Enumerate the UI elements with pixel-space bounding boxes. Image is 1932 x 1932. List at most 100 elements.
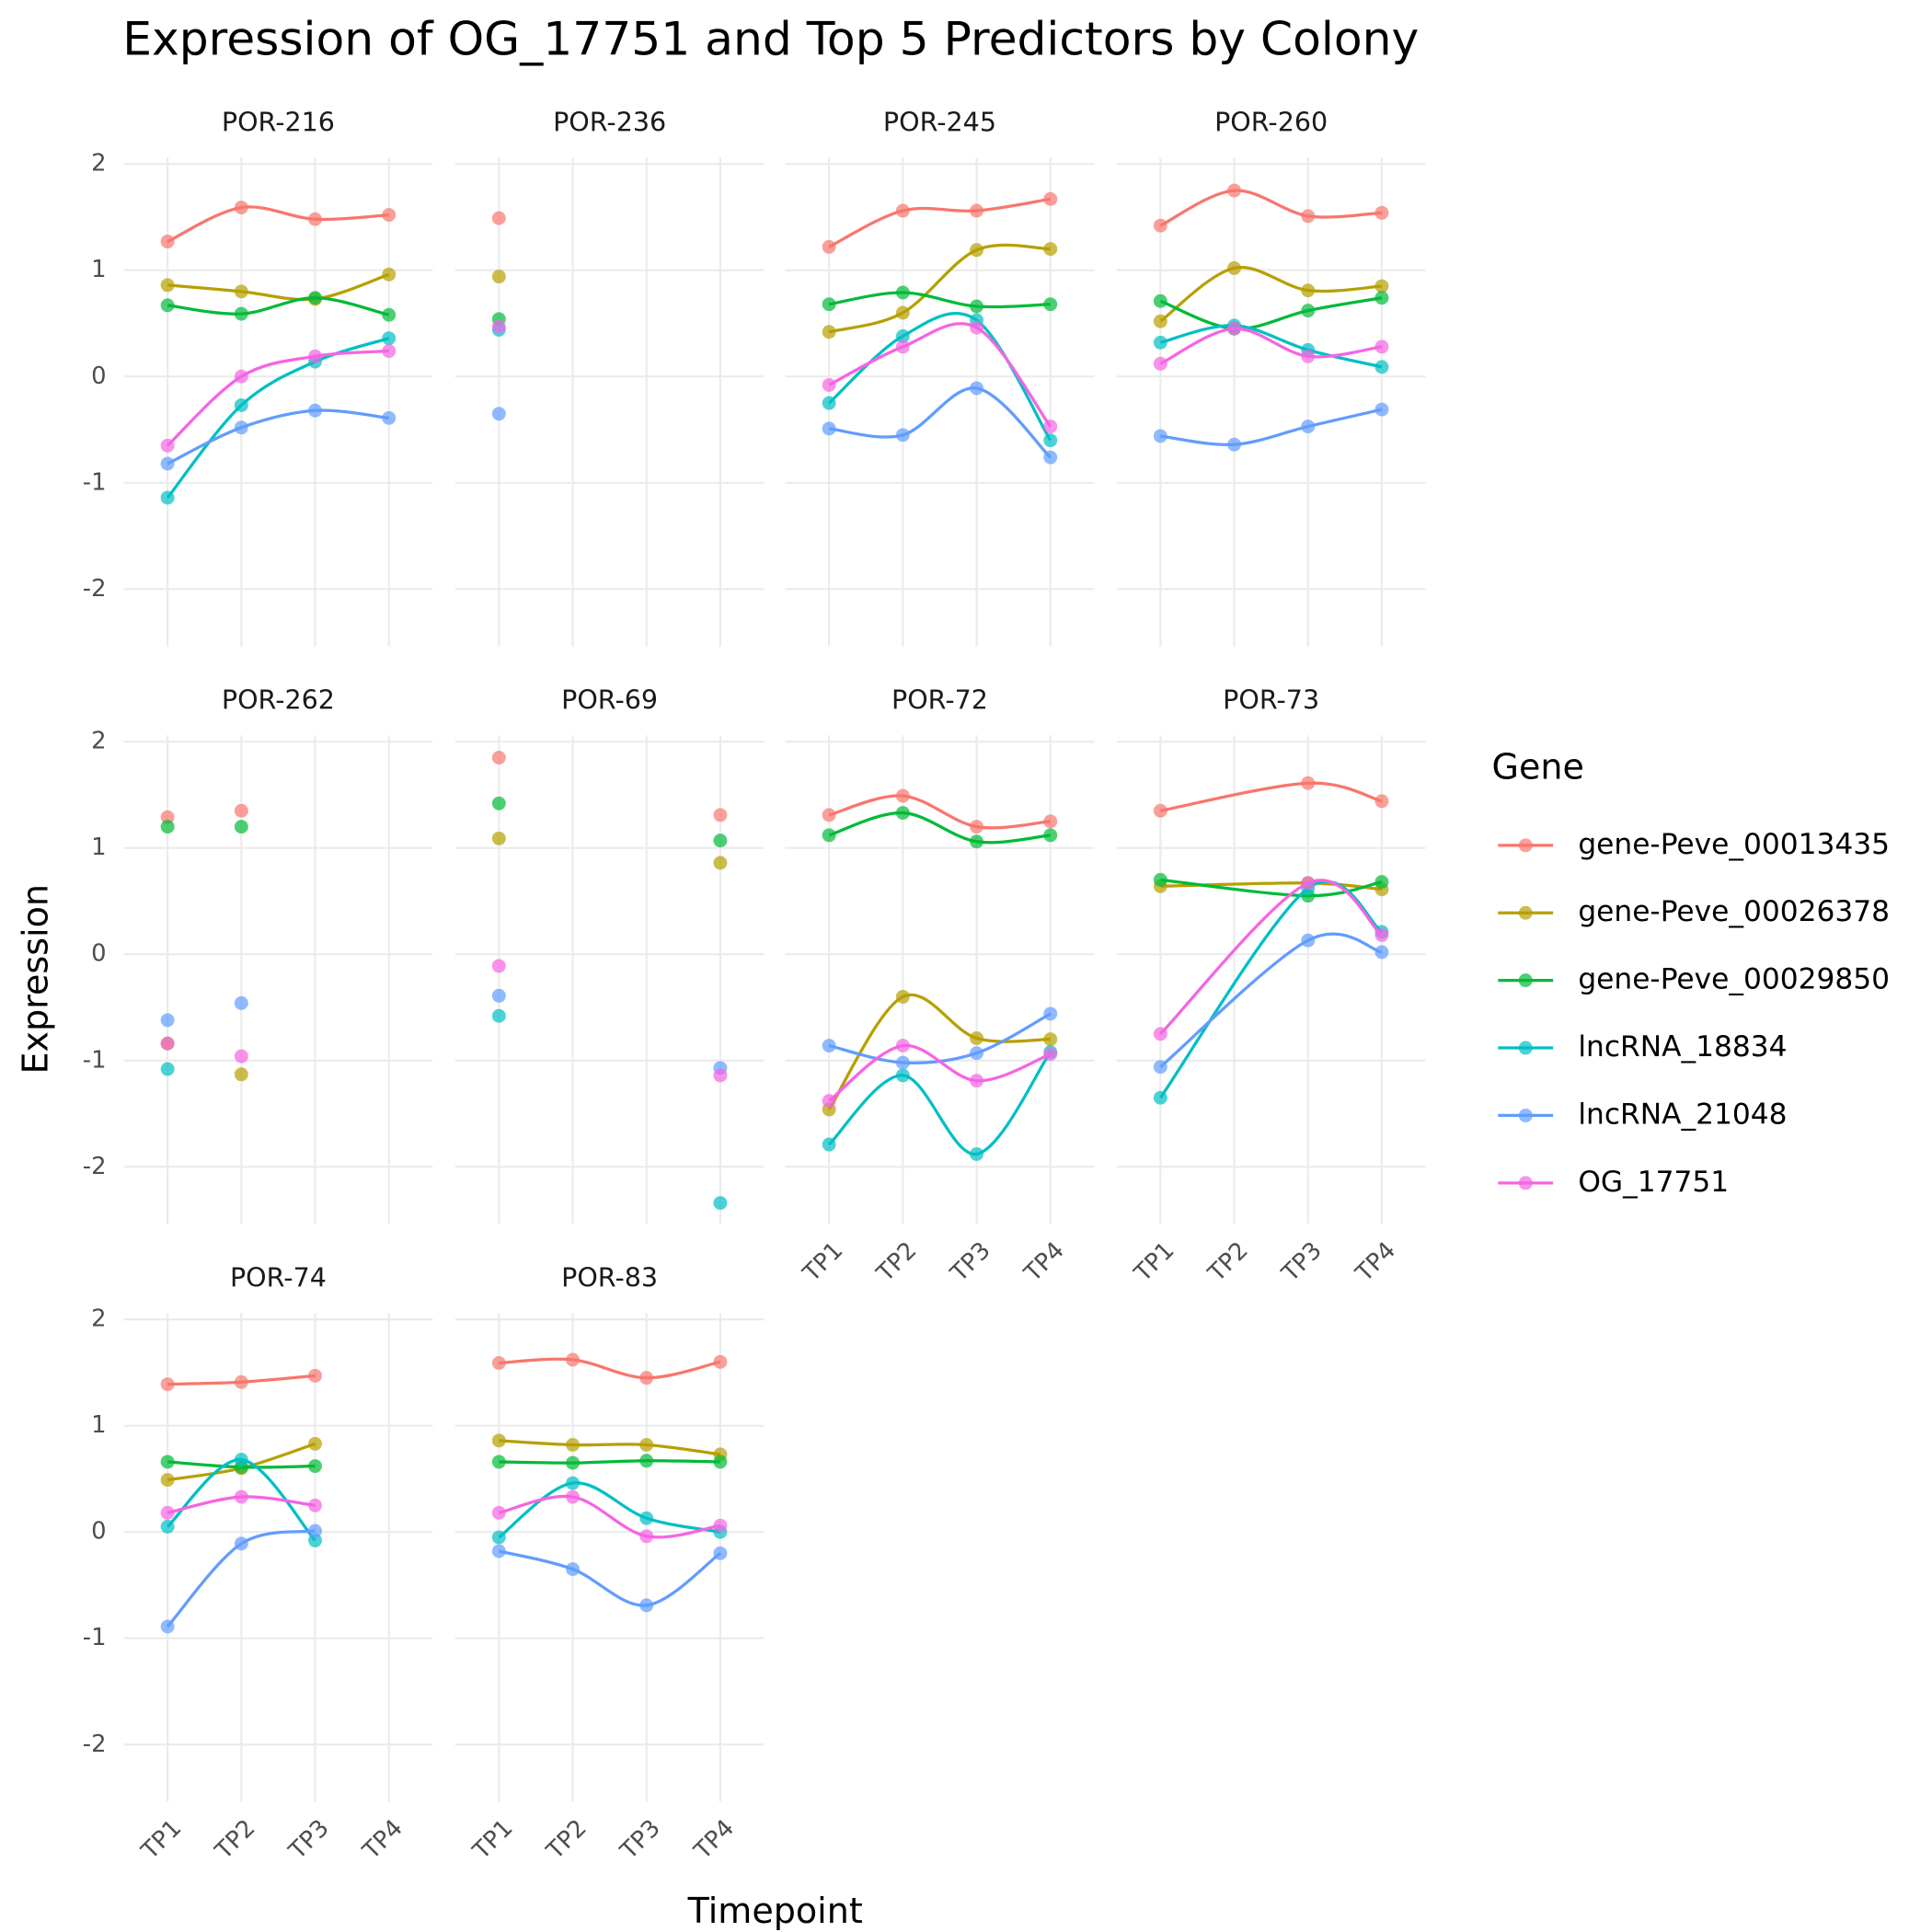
- x-tick-label: TP3: [1276, 1236, 1328, 1288]
- data-point: [160, 810, 175, 824]
- legend-label: gene-Peve_00029850: [1578, 963, 1890, 996]
- data-point: [895, 328, 910, 343]
- facet-title: POR-262: [222, 685, 335, 716]
- data-point: [970, 1031, 984, 1045]
- y-tick-label: -2: [83, 1153, 107, 1180]
- data-point: [160, 278, 175, 293]
- data-point: [491, 211, 506, 225]
- data-point: [895, 339, 910, 354]
- data-point: [970, 1146, 984, 1161]
- data-point: [1374, 205, 1389, 220]
- facet-title: POR-216: [222, 108, 335, 138]
- facet-panel: POR-236: [454, 108, 765, 647]
- data-point: [639, 1371, 654, 1386]
- data-point: [895, 1068, 910, 1083]
- data-point: [822, 1039, 836, 1053]
- facet-panel: POR-216 -2 -1 0 1 2: [83, 108, 433, 647]
- y-tick-label: 1: [91, 1411, 106, 1439]
- data-point: [713, 1068, 728, 1083]
- data-point: [713, 1546, 728, 1560]
- data-point: [491, 1544, 506, 1558]
- data-point: [234, 1453, 248, 1467]
- series-line: [828, 1012, 1052, 1064]
- data-point: [1153, 293, 1167, 308]
- series-line: [1159, 327, 1383, 365]
- data-point: [491, 1433, 506, 1448]
- data-point: [1301, 304, 1316, 318]
- series-line: [499, 1459, 720, 1465]
- data-point: [160, 1473, 175, 1488]
- data-point: [160, 235, 175, 249]
- facet-title: POR-236: [553, 108, 666, 138]
- facet-panel: POR-69: [454, 685, 765, 1225]
- data-point: [1301, 876, 1316, 891]
- y-tick-label: 1: [91, 256, 106, 283]
- data-point: [1153, 218, 1167, 233]
- data-point: [822, 297, 836, 312]
- legend-label: OG_17751: [1578, 1166, 1729, 1199]
- data-point: [160, 1062, 175, 1076]
- data-point: [160, 298, 175, 313]
- series-line: [1160, 781, 1383, 812]
- data-point: [1043, 242, 1058, 257]
- data-point: [491, 1356, 506, 1370]
- data-point: [1043, 1006, 1058, 1021]
- data-point: [822, 239, 836, 254]
- data-point: [1374, 402, 1389, 417]
- data-point: [1374, 794, 1389, 809]
- data-point: [1153, 314, 1167, 328]
- series-line: [166, 337, 390, 499]
- data-point: [1153, 429, 1167, 443]
- series-line: [828, 291, 1051, 309]
- series-line: [1159, 932, 1383, 1068]
- facet-panel: POR-245: [785, 108, 1095, 647]
- data-point: [566, 1352, 580, 1367]
- series-line: [167, 296, 390, 316]
- data-point: [160, 1455, 175, 1469]
- series-line: [167, 408, 389, 466]
- series-line: [828, 311, 1052, 442]
- data-point: [234, 1374, 248, 1389]
- y-tick-label: -2: [83, 575, 107, 603]
- data-point: [234, 995, 248, 1010]
- data-point: [639, 1511, 654, 1525]
- data-point: [1043, 191, 1058, 206]
- y-tick-label: -1: [83, 468, 107, 496]
- data-point: [1043, 828, 1058, 843]
- data-point: [713, 1455, 728, 1469]
- data-point: [1153, 1060, 1167, 1075]
- data-point: [895, 788, 910, 803]
- x-tick-label: TP1: [467, 1814, 519, 1866]
- series-line: [167, 272, 390, 302]
- data-point: [491, 1505, 506, 1520]
- y-axis-title: Expression: [15, 884, 55, 1075]
- series-line: [1160, 408, 1383, 447]
- data-point: [1374, 875, 1389, 890]
- data-point: [491, 407, 506, 421]
- data-point: [234, 306, 248, 321]
- data-point: [822, 378, 836, 392]
- legend-key-point: [1518, 973, 1533, 988]
- series-line: [828, 794, 1051, 830]
- x-tick-label: TP3: [945, 1236, 996, 1288]
- data-point: [491, 1008, 506, 1023]
- legend-label: lncRNA_21048: [1578, 1098, 1787, 1131]
- data-point: [1301, 283, 1316, 298]
- data-point: [1153, 335, 1167, 350]
- data-point: [970, 381, 984, 396]
- data-point: [970, 820, 984, 834]
- x-tick-label: TP3: [615, 1814, 666, 1866]
- data-point: [491, 959, 506, 973]
- facet-title: POR-245: [883, 108, 996, 138]
- x-tick-label: TP4: [1018, 1236, 1070, 1288]
- data-point: [639, 1598, 654, 1613]
- data-point: [234, 820, 248, 834]
- data-point: [382, 410, 397, 425]
- data-point: [160, 1505, 175, 1520]
- data-point: [491, 1530, 506, 1545]
- data-point: [1374, 279, 1389, 293]
- data-point: [491, 831, 506, 845]
- y-tick-label: 0: [91, 940, 106, 968]
- data-point: [1153, 1027, 1167, 1041]
